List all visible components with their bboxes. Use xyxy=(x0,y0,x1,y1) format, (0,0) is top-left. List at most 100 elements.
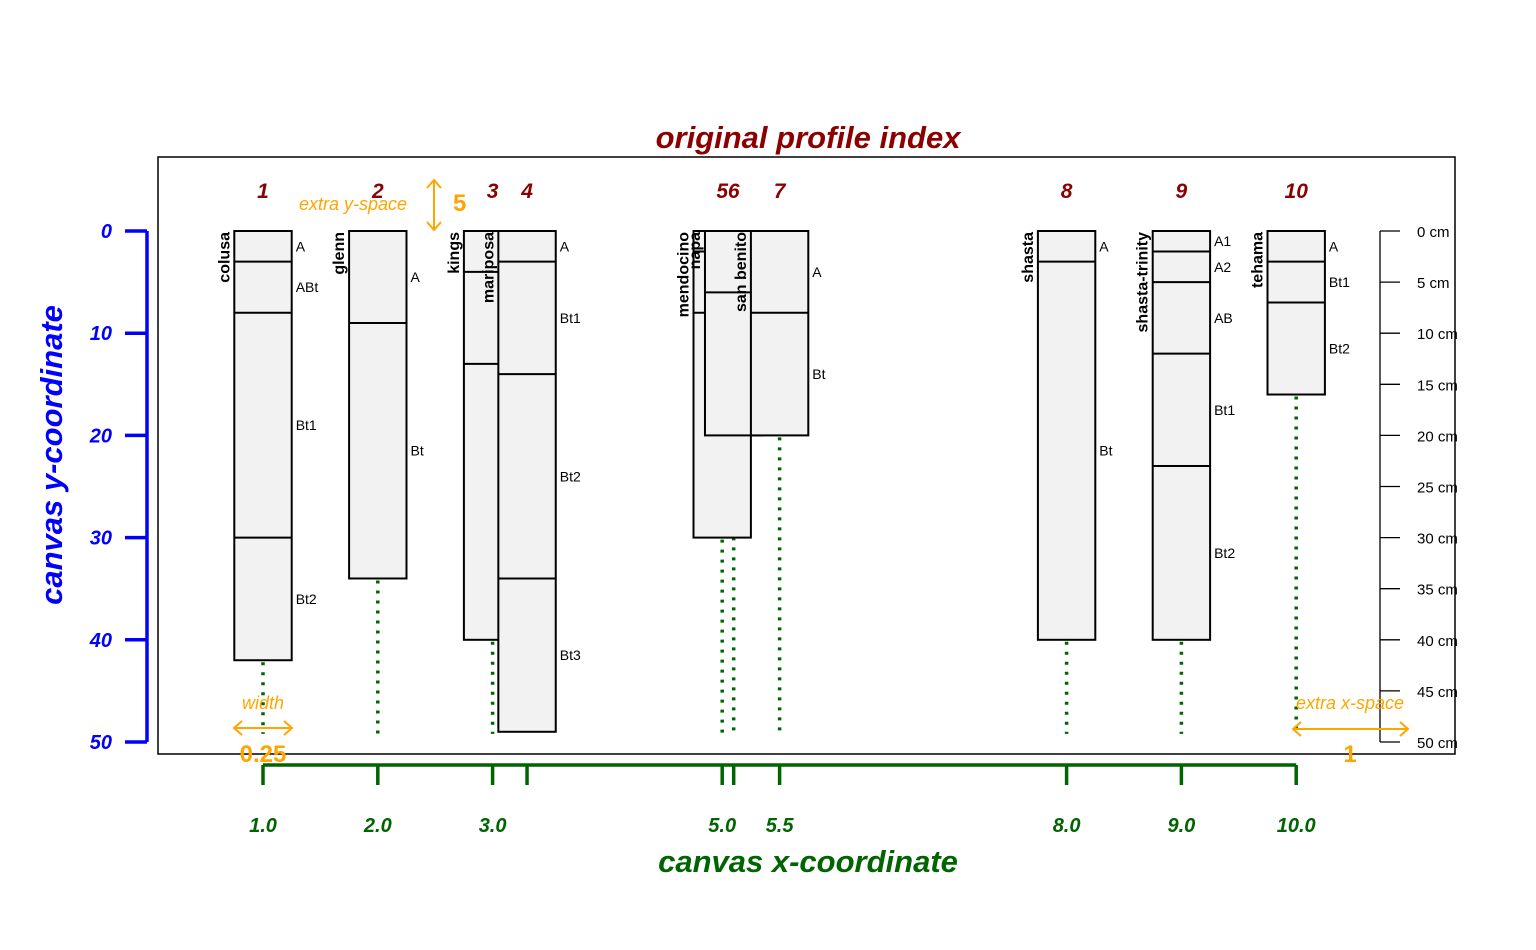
horizon-label: A2 xyxy=(1214,259,1231,275)
depth-tick-label: 20 cm xyxy=(1417,428,1458,445)
soil-profile: A Bt1 Bt2 tehama xyxy=(1250,230,1350,396)
profile-name: shasta-trinity xyxy=(1135,232,1152,333)
profile-body xyxy=(1036,230,1097,641)
extra-x-space-label: extra x-space xyxy=(1296,693,1404,713)
profile-name: san benito xyxy=(733,232,750,312)
y-tick-label: 0 xyxy=(101,221,112,243)
width-label: width xyxy=(242,693,284,713)
horizon-label: Bt2 xyxy=(296,591,317,607)
horizon-label: AB xyxy=(1214,310,1233,326)
horizon-label: Bt1 xyxy=(560,310,581,326)
x-tick-label: 2.0 xyxy=(363,815,392,837)
plot-frame xyxy=(157,156,1456,755)
horizon-label: Bt xyxy=(1099,443,1112,459)
profile-index: 4 xyxy=(520,180,533,203)
profile-body xyxy=(749,230,810,437)
depth-tick-label: 40 cm xyxy=(1417,633,1458,650)
profile-name: tehama xyxy=(1250,232,1267,288)
profile-index-labels: 1 2 3 4 5 6 7 8 9 10 xyxy=(257,180,1308,203)
depth-tick-label: 25 cm xyxy=(1417,480,1458,497)
horizon-label: Bt1 xyxy=(296,417,317,433)
depth-tick-label: 45 cm xyxy=(1417,684,1458,701)
extra-y-space-value: 5 xyxy=(453,190,466,217)
horizon-label: A1 xyxy=(1214,233,1231,249)
soil-profile: A Bt1 Bt2 Bt3 mariposa xyxy=(480,230,581,733)
horizon-label: Bt2 xyxy=(1214,545,1235,561)
profile-body xyxy=(1151,230,1212,641)
horizon-label: A xyxy=(1329,238,1339,254)
profile-index: 1 xyxy=(257,180,269,203)
horizon-label: Bt2 xyxy=(1329,341,1350,357)
horizon-label: A xyxy=(1099,238,1109,254)
profile-body xyxy=(348,230,408,580)
horizon-label: Bt1 xyxy=(1214,402,1235,418)
horizon-label: Bt xyxy=(411,443,424,459)
horizon-label: Bt2 xyxy=(560,468,581,484)
profile-body xyxy=(497,230,557,733)
y-tick-label: 30 xyxy=(90,528,112,550)
extra-y-space-label: extra y-space xyxy=(299,194,407,214)
profile-name: mariposa xyxy=(480,232,497,303)
profile-body xyxy=(233,230,293,662)
horizon-label: Bt3 xyxy=(560,647,581,663)
width-arrow xyxy=(232,720,294,736)
figure-title: original profile index xyxy=(656,120,963,155)
profile-name: colusa xyxy=(216,232,233,283)
profile-index: 9 xyxy=(1176,180,1188,203)
y-tick-label: 20 xyxy=(89,425,112,447)
profile-index: 6 xyxy=(728,180,740,203)
soil-profile: A Bt san benito xyxy=(733,230,826,437)
y-tick-label: 10 xyxy=(90,323,112,345)
depth-tick-label: 10 cm xyxy=(1417,326,1458,343)
y-tick-label: 50 xyxy=(90,732,112,754)
profile-index: 8 xyxy=(1061,180,1073,203)
x-tick-label: 1.0 xyxy=(249,815,277,837)
horizon-label: A xyxy=(296,238,306,254)
horizon-label: Bt1 xyxy=(1329,274,1350,290)
depth-tick-label: 30 cm xyxy=(1417,531,1458,548)
depth-tick-label: 35 cm xyxy=(1417,582,1458,599)
soil-profile: A Bt glenn xyxy=(331,230,424,580)
depth-tick-label: 0 cm xyxy=(1417,224,1450,241)
x-tick-label: 3.0 xyxy=(479,815,507,837)
soil-profile: A1 A2 AB Bt1 Bt2 shasta-trinity xyxy=(1135,230,1235,641)
horizon-label: A xyxy=(411,269,421,285)
profile-index: 10 xyxy=(1285,180,1309,203)
profile-index: 5 xyxy=(716,180,728,203)
profile-body xyxy=(1266,230,1326,396)
x-tick-label: 10.0 xyxy=(1277,815,1316,837)
profile-index: 7 xyxy=(774,180,787,203)
x-tick-label: 8.0 xyxy=(1053,815,1081,837)
horizon-label: ABt xyxy=(296,279,319,295)
depth-axis: 0 cm 5 cm 10 cm 15 cm 20 cm 25 cm 30 cm 35 cm 40… xyxy=(1379,224,1458,752)
x-tick-label: 9.0 xyxy=(1167,815,1195,837)
profile-name: kings xyxy=(446,232,463,274)
horizon-label: A xyxy=(560,238,570,254)
x-tick-label: 5.5 xyxy=(766,815,795,837)
y-axis: 0 10 20 30 40 50 xyxy=(89,221,149,754)
depth-tick-label: 50 cm xyxy=(1417,735,1458,752)
extra-y-space-arrow xyxy=(426,178,442,232)
horizon-label: Bt xyxy=(812,366,825,382)
extra-x-space-arrow xyxy=(1291,721,1410,737)
depth-tick-label: 15 cm xyxy=(1417,377,1458,394)
leader-lines xyxy=(261,396,1298,734)
profile-name: glenn xyxy=(331,232,348,275)
profile-index: 3 xyxy=(487,180,499,203)
x-axis: 1.0 2.0 3.0 5.0 5.5 8.0 9.0 10.0 xyxy=(249,763,1316,837)
x-tick-label: 5.0 xyxy=(708,815,736,837)
y-tick-label: 40 xyxy=(89,630,112,652)
profile-name: napa xyxy=(687,232,704,269)
extra-x-space-value: 1 xyxy=(1343,741,1356,768)
profile-name: shasta xyxy=(1020,232,1037,283)
profile-name: mendocino xyxy=(676,232,693,318)
y-axis-title: canvas y-coordinate xyxy=(34,305,69,605)
soil-profile: A ABt Bt1 Bt2 colusa xyxy=(216,230,319,662)
soil-profile: A Bt shasta xyxy=(1020,230,1113,641)
profile-index: 2 xyxy=(371,180,384,203)
depth-tick-label: 5 cm xyxy=(1417,275,1450,292)
horizon-label: A xyxy=(812,264,822,280)
x-axis-title: canvas x-coordinate xyxy=(658,844,958,879)
